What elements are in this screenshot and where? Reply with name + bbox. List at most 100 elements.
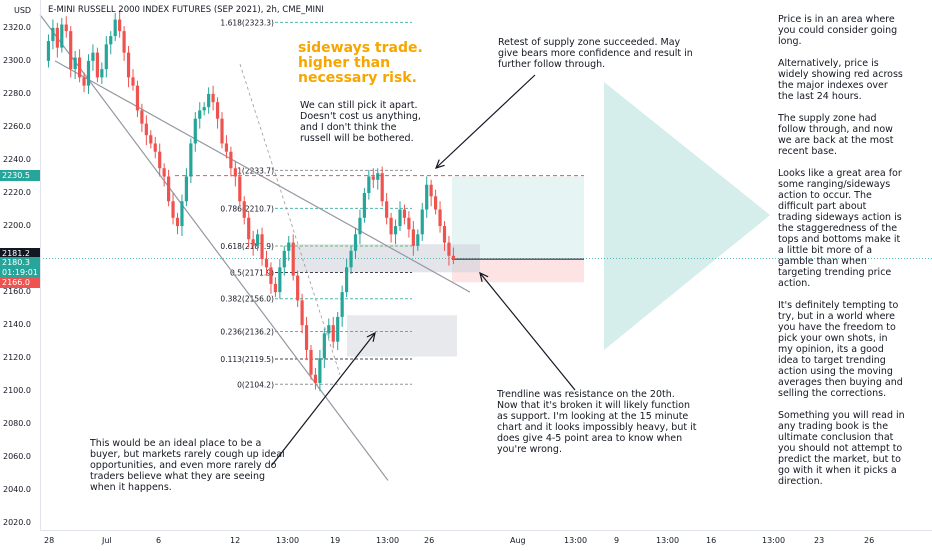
candle-body-57: [296, 275, 300, 301]
y-tick-label: 2100.0: [3, 386, 31, 396]
candle-body-15: [109, 36, 113, 45]
candle-body-39: [215, 102, 220, 119]
candle-body-83: [411, 229, 415, 246]
candle-body-48: [256, 234, 260, 246]
fib-label-0.382: 0.382(2156.0): [220, 295, 274, 304]
candle-body-28: [167, 176, 171, 202]
fib-label-0.236: 0.236(2136.2): [220, 327, 274, 336]
y-tick-label: 2260.0: [3, 121, 31, 131]
sidebar-commentary: Price is in an area where you could cons…: [778, 14, 905, 487]
retest-annotation: Retest of supply zone succeeded. May giv…: [498, 37, 693, 70]
x-tick-label: Aug: [510, 536, 526, 545]
candle-body-80: [398, 209, 402, 227]
buyer-arrow-shaft: [271, 332, 376, 466]
y-tick-label: 2080.0: [3, 419, 31, 429]
retest-arrow-shaft: [435, 74, 536, 169]
fib-label-1.618: 1.618(2323.3): [220, 18, 274, 27]
candle-body-91: [447, 242, 451, 256]
candle-body-44: [238, 176, 242, 202]
candle-body-86: [425, 184, 429, 210]
y-tick-label: 2060.0: [3, 452, 31, 462]
x-tick-label: 26: [864, 536, 875, 545]
currency-label: USD: [14, 6, 32, 15]
price-tag: 2180.3: [0, 256, 40, 268]
candle-body-38: [211, 93, 215, 103]
candle-body-87: [429, 184, 433, 197]
y-tick-label: 2320.0: [3, 22, 31, 32]
candle-body-70: [353, 234, 358, 251]
x-tick-label: 26: [424, 536, 435, 545]
candle-body-78: [389, 217, 393, 235]
candle-body-55: [287, 242, 291, 251]
y-tick-label: 2120.0: [3, 353, 31, 363]
x-tick-label: 6: [156, 536, 162, 545]
x-tick-label: 12: [230, 536, 241, 545]
candle-body-54: [282, 250, 286, 268]
trendline-arrow-head: [479, 271, 489, 282]
candle-body-58: [300, 300, 304, 326]
x-tick-label: Jul: [102, 536, 112, 545]
candle-body-35: [198, 110, 202, 119]
price-axis[interactable]: 2020.0 2040.0 2060.0 2080.0 2100.0 2120.0 2140…: [0, 0, 41, 530]
candle-body-25: [153, 143, 157, 152]
candle-body-59: [304, 325, 309, 350]
candle-body-61: [313, 374, 318, 383]
candle-body-34: [193, 118, 197, 144]
candle-body-56: [291, 242, 295, 276]
candle-body-36: [202, 107, 206, 111]
candle-body-51: [269, 267, 273, 284]
candle-body-11: [91, 52, 95, 61]
y-tick-label: 2280.0: [3, 88, 31, 98]
candle-body-16: [113, 19, 117, 37]
candle-body-49: [260, 234, 264, 260]
x-tick-label: 13:00: [656, 536, 680, 545]
y-tick-label: 2240.0: [3, 154, 31, 164]
price-tag: 2230.5: [0, 170, 40, 182]
trendline-upper: [54, 60, 471, 293]
fib-label-1: 1(2233.7): [237, 166, 274, 175]
fib-label-0.618: 0.618(2187.9): [220, 242, 274, 251]
candle-body-65: [331, 325, 335, 342]
candle-body-76: [380, 173, 384, 202]
candle-body-13: [100, 69, 104, 78]
candle-body-89: [438, 209, 442, 227]
candle-body-62: [318, 358, 322, 383]
candle-body-77: [385, 201, 389, 218]
fib-label-0.113: 0.113(2119.5): [220, 355, 274, 364]
fib-label-0: 0(2104.2): [237, 380, 274, 389]
fib-label-0.786: 0.786(2210.7): [220, 204, 274, 213]
pick-apart-annotation: We can still pick it apart. Doesn't cost…: [300, 100, 421, 144]
candle-body-63: [322, 333, 326, 359]
candle-body-64: [327, 325, 331, 334]
candle-body-37: [207, 93, 211, 108]
candle-body-82: [407, 217, 411, 230]
x-tick-label: 19: [330, 536, 341, 545]
chart-title: E-MINI RUSSELL 2000 INDEX FUTURES (SEP 2…: [48, 5, 324, 15]
candle-body-33: [189, 143, 193, 177]
candle-body-45: [242, 201, 246, 218]
x-tick-label: 13:00: [376, 536, 400, 545]
candle-body-67: [340, 292, 344, 317]
candle-body-14: [104, 44, 108, 70]
x-tick-label: 23: [814, 536, 825, 545]
candle-body-85: [420, 209, 424, 235]
time-axis[interactable]: 28 Jul 6 12 13:00 19 13:00 26 Aug 13:00 9 13:00 16 13…: [40, 530, 932, 551]
candle-body-24: [149, 135, 153, 144]
candle-body-10: [86, 60, 91, 86]
candle-body-92: [451, 255, 455, 260]
x-tick-label: 13:00: [762, 536, 786, 545]
candle-body-40: [220, 118, 224, 144]
candle-body-41: [224, 143, 229, 152]
candle-body-79: [393, 226, 398, 235]
candle-body-68: [345, 267, 349, 293]
candle-body-30: [175, 217, 180, 227]
candle-body-5: [64, 24, 68, 32]
x-tick-label: 9: [614, 536, 620, 545]
candle-body-18: [122, 31, 126, 53]
candle-body-32: [184, 176, 188, 202]
candle-body-26: [158, 151, 162, 169]
candle-body-46: [247, 217, 251, 240]
candle-body-84: [416, 234, 420, 246]
